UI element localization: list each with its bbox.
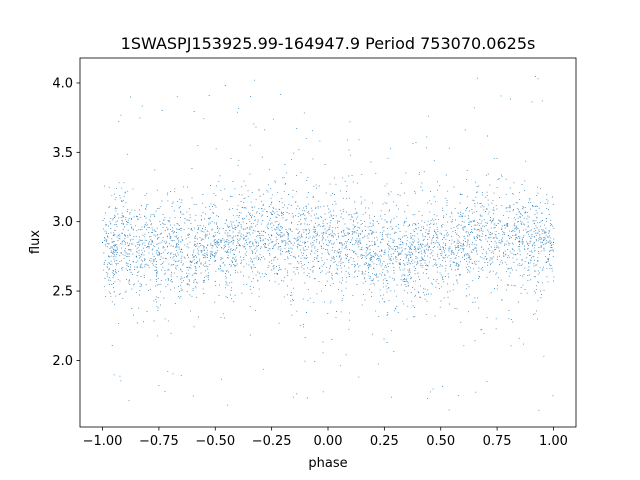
data-point <box>282 240 284 242</box>
x-tick-label: −1.00 <box>83 434 123 449</box>
y-axis-label: flux <box>28 230 43 254</box>
plot-area <box>79 57 577 428</box>
data-point <box>101 241 104 244</box>
data-point <box>440 248 442 250</box>
x-tick-label: 0.25 <box>370 434 399 449</box>
data-point <box>158 251 160 253</box>
data-point <box>135 255 137 257</box>
chart-title: 1SWASPJ153925.99-164947.9 Period 753070.… <box>121 34 536 53</box>
data-point <box>417 248 419 250</box>
data-point <box>203 246 205 248</box>
data-point <box>225 251 228 253</box>
data-point <box>169 237 171 239</box>
data-point <box>485 235 487 237</box>
data-point <box>496 237 498 239</box>
data-point <box>361 248 363 250</box>
data-point <box>180 248 183 250</box>
x-tick-label: 0.50 <box>426 434 455 449</box>
y-tick-label: 3.0 <box>52 215 73 230</box>
data-point <box>519 240 521 242</box>
data-point <box>248 232 250 234</box>
x-tick-label: 0.00 <box>314 434 343 449</box>
x-tick-label: −0.25 <box>252 434 292 449</box>
y-tick-label: 3.5 <box>52 146 73 161</box>
data-point <box>552 241 555 244</box>
data-point <box>259 237 261 239</box>
data-point <box>192 254 194 256</box>
data-point <box>271 235 273 237</box>
data-point <box>462 243 464 245</box>
data-point <box>406 254 408 256</box>
data-point <box>237 235 239 237</box>
x-axis-ticks: −1.00 −0.75 −0.50 −0.25 0.00 0.25 0.50 0.75 1.00 <box>83 427 568 449</box>
x-tick-label: −0.50 <box>195 434 235 449</box>
data-point <box>293 237 295 239</box>
data-point <box>214 241 216 244</box>
plot-background <box>80 58 576 427</box>
data-points <box>101 76 555 411</box>
data-point <box>349 241 352 244</box>
y-tick-label: 2.5 <box>52 285 73 300</box>
data-point <box>327 244 329 246</box>
data-point <box>383 251 385 253</box>
data-point <box>304 241 307 244</box>
data-point <box>124 235 126 237</box>
data-point <box>316 239 318 241</box>
data-point <box>530 237 532 239</box>
data-point <box>372 255 374 257</box>
y-tick-label: 4.0 <box>52 76 73 91</box>
data-point <box>473 237 476 239</box>
y-axis-ticks: 2.0 2.5 3.0 3.5 4.0 <box>52 76 80 369</box>
x-tick-label: −0.75 <box>139 434 179 449</box>
data-point <box>507 235 509 237</box>
data-point <box>451 251 453 253</box>
y-tick-label: 2.0 <box>52 354 73 369</box>
data-point <box>113 248 115 250</box>
data-point <box>395 248 397 250</box>
scatter-points <box>102 76 555 411</box>
x-tick-label: 0.75 <box>483 434 512 449</box>
x-tick-label: 1.00 <box>539 434 568 449</box>
data-point <box>428 246 431 248</box>
data-point <box>541 241 543 244</box>
data-point <box>338 248 340 250</box>
x-axis-label: phase <box>308 456 347 471</box>
data-point <box>147 246 149 248</box>
